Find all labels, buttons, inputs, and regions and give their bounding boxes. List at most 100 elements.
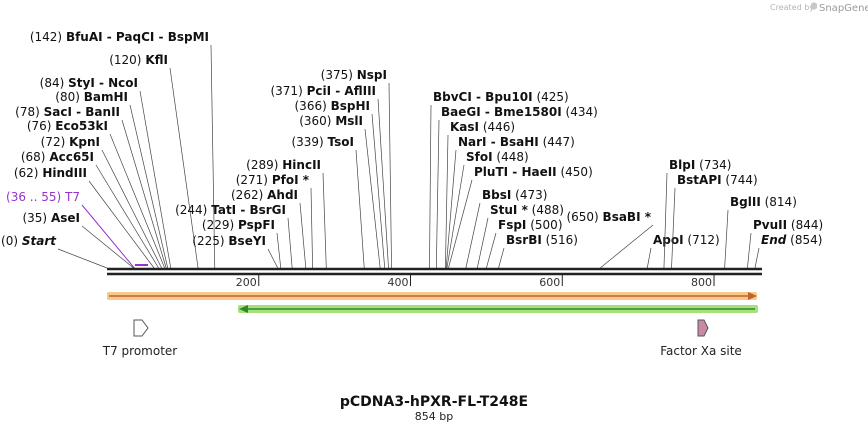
site-leader-11 <box>210 44 216 269</box>
site-19[interactable]: (360) MslI <box>299 114 381 269</box>
site-17[interactable]: (289) HincII <box>246 158 327 269</box>
site-label-5[interactable]: (72) KpnI <box>41 135 100 149</box>
site-leader-26 <box>445 149 457 269</box>
site-label-2[interactable]: (36 .. 55) T7 <box>6 190 80 204</box>
site-leader-15 <box>299 202 307 269</box>
site-leader-9 <box>139 90 172 269</box>
site-31[interactable]: FspI (500) <box>486 218 563 269</box>
site-29[interactable]: BbsI (473) <box>465 188 548 269</box>
site-14[interactable]: (244) TatI - BsrGI <box>175 203 293 269</box>
site-9[interactable]: (84) StyI - NcoI <box>40 76 172 269</box>
site-32[interactable]: BsrBI (516) <box>498 233 578 269</box>
site-leader-7 <box>121 119 167 269</box>
site-22[interactable]: (375) NspI <box>321 68 392 269</box>
site-38[interactable]: PvuII (844) <box>747 218 823 269</box>
site-26[interactable]: NarI - BsaHI (447) <box>445 135 575 269</box>
site-13[interactable]: (229) PspFI <box>202 218 282 269</box>
site-label-25[interactable]: KasI (446) <box>450 120 515 134</box>
site-3[interactable]: (62) HindIII <box>14 166 155 269</box>
site-12[interactable]: (225) BseYI <box>192 234 279 269</box>
t7-promoter-feature[interactable]: T7 promoter <box>102 319 178 358</box>
site-8[interactable]: (80) BamHI <box>55 90 169 269</box>
site-15[interactable]: (262) AhdI <box>231 188 307 269</box>
site-34[interactable]: ApoI (712) <box>646 233 720 269</box>
site-label-6[interactable]: (76) Eco53kI <box>27 119 108 133</box>
factor-xa-feature[interactable]: Factor Xa site <box>660 319 742 358</box>
site-33[interactable]: (650) BsaBI * <box>566 210 654 269</box>
site-label-1[interactable]: (35) AseI <box>22 211 80 225</box>
site-label-27[interactable]: SfoI (448) <box>466 150 529 164</box>
site-label-13[interactable]: (229) PspFI <box>202 218 275 232</box>
site-20[interactable]: (366) BspHI <box>295 99 386 269</box>
site-label-39[interactable]: End (854) <box>761 233 822 247</box>
site-11[interactable]: (142) BfuAI - PaqCI - BspMI <box>30 30 216 269</box>
site-leader-18 <box>355 149 365 269</box>
site-21[interactable]: (371) PciI - AflIII <box>270 84 389 269</box>
site-label-24[interactable]: BaeGI - Bme1580I (434) <box>441 105 598 119</box>
site-10[interactable]: (120) KflI <box>109 53 199 269</box>
site-label-12[interactable]: (225) BseYI <box>192 234 266 248</box>
site-leader-6 <box>109 133 165 269</box>
site-label-31[interactable]: FspI (500) <box>498 218 563 232</box>
site-leader-25 <box>445 134 449 269</box>
tick-label-200: 200 <box>236 276 257 289</box>
site-5[interactable]: (72) KpnI <box>41 135 162 269</box>
site-label-20[interactable]: (366) BspHI <box>295 99 371 113</box>
site-label-33[interactable]: (650) BsaBI * <box>566 210 651 224</box>
site-label-32[interactable]: BsrBI (516) <box>506 233 578 247</box>
site-label-21[interactable]: (371) PciI - AflIII <box>270 84 376 98</box>
site-6[interactable]: (76) Eco53kI <box>27 119 165 269</box>
forward-orf-arrow[interactable] <box>107 292 757 300</box>
site-0[interactable]: (0) Start <box>1 234 108 269</box>
site-leader-14 <box>287 217 293 269</box>
site-label-37[interactable]: BglII (814) <box>730 195 797 209</box>
site-label-26[interactable]: NarI - BsaHI (447) <box>458 135 575 149</box>
site-label-28[interactable]: PluTI - HaeII (450) <box>474 165 593 179</box>
site-label-38[interactable]: PvuII (844) <box>753 218 823 232</box>
site-label-8[interactable]: (80) BamHI <box>55 90 128 104</box>
site-label-36[interactable]: BstAPI (744) <box>677 173 758 187</box>
site-36[interactable]: BstAPI (744) <box>671 173 758 269</box>
site-label-23[interactable]: BbvCI - Bpu10I (425) <box>433 90 569 104</box>
site-23[interactable]: BbvCI - Bpu10I (425) <box>429 90 569 269</box>
site-label-4[interactable]: (68) Acc65I <box>21 150 94 164</box>
site-label-29[interactable]: BbsI (473) <box>482 188 547 202</box>
reverse-orf-arrow[interactable] <box>238 305 758 313</box>
site-16[interactable]: (271) PfoI * <box>236 173 313 269</box>
site-label-3[interactable]: (62) HindIII <box>14 166 87 180</box>
site-4[interactable]: (68) Acc65I <box>21 150 159 269</box>
site-leader-0 <box>57 248 108 269</box>
site-label-11[interactable]: (142) BfuAI - PaqCI - BspMI <box>30 30 209 44</box>
site-label-15[interactable]: (262) AhdI <box>231 188 298 202</box>
site-label-34[interactable]: ApoI (712) <box>653 233 720 247</box>
restriction-sites: (0) Start (35) AseI (36 .. 55) T7 (62) Hind… <box>1 30 823 269</box>
site-leader-8 <box>129 104 169 269</box>
site-7[interactable]: (78) SacI - BanII <box>15 105 167 269</box>
site-leader-29 <box>465 202 481 269</box>
site-label-17[interactable]: (289) HincII <box>246 158 321 172</box>
site-39[interactable]: End (854) <box>754 233 822 269</box>
site-label-18[interactable]: (339) TsoI <box>291 135 354 149</box>
site-25[interactable]: KasI (446) <box>445 120 515 269</box>
site-label-16[interactable]: (271) PfoI * <box>236 173 310 187</box>
site-28[interactable]: PluTI - HaeII (450) <box>448 165 593 269</box>
site-24[interactable]: BaeGI - Bme1580I (434) <box>435 105 598 269</box>
site-label-9[interactable]: (84) StyI - NcoI <box>40 76 138 90</box>
site-label-19[interactable]: (360) MslI <box>299 114 363 128</box>
site-label-22[interactable]: (375) NspI <box>321 68 387 82</box>
site-27[interactable]: SfoI (448) <box>446 150 529 269</box>
site-30[interactable]: StuI * (488) <box>476 203 564 269</box>
site-37[interactable]: BglII (814) <box>724 195 797 269</box>
site-label-35[interactable]: BlpI (734) <box>669 158 731 172</box>
site-label-7[interactable]: (78) SacI - BanII <box>15 105 120 119</box>
site-label-14[interactable]: (244) TatI - BsrGI <box>175 203 286 217</box>
credit-brand[interactable]: SnapGene <box>819 3 868 14</box>
site-18[interactable]: (339) TsoI <box>291 135 365 269</box>
site-label-30[interactable]: StuI * (488) <box>490 203 564 217</box>
site-2[interactable]: (36 .. 55) T7 <box>6 190 135 269</box>
site-label-10[interactable]: (120) KflI <box>109 53 168 67</box>
t7-promoter-label: T7 promoter <box>102 344 178 358</box>
site-1[interactable]: (35) AseI <box>22 211 134 269</box>
site-35[interactable]: BlpI (734) <box>663 158 731 269</box>
site-label-0[interactable]: (0) Start <box>1 234 57 248</box>
